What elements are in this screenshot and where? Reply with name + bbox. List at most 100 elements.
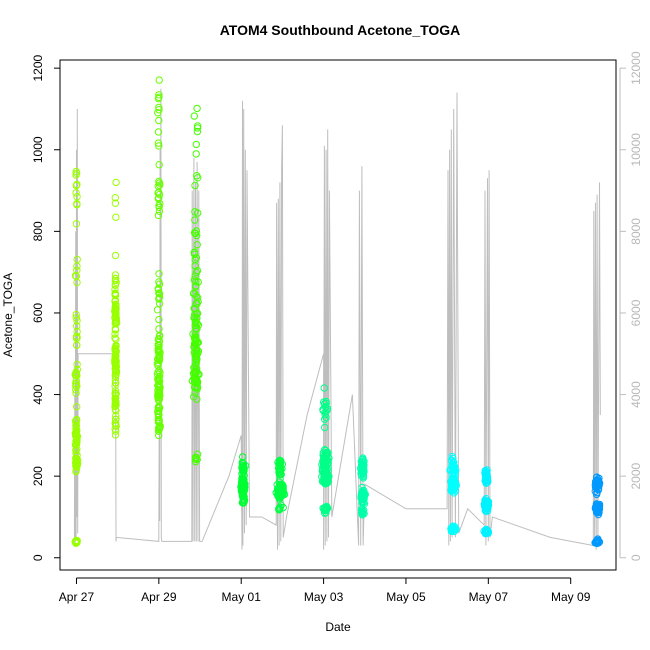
data-point: [360, 464, 368, 472]
data-point: [72, 449, 80, 457]
data-point: [358, 455, 367, 463]
y-tick-label: 0: [31, 554, 45, 561]
points-layer: [71, 76, 604, 548]
data-point: [155, 335, 163, 343]
data-point: [73, 255, 81, 264]
data-point: [594, 486, 603, 494]
chart-title: ATOM4 Southbound Acetone_TOGA: [220, 22, 461, 38]
data-point: [155, 142, 163, 150]
data-point: [190, 276, 199, 284]
data-point: [447, 456, 456, 464]
data-point: [155, 103, 163, 112]
data-point: [111, 334, 119, 342]
data-point: [193, 231, 201, 240]
data-point: [482, 476, 490, 484]
data-point: [322, 470, 330, 478]
data-point: [482, 526, 491, 535]
y-tick-label: 1200: [31, 54, 45, 81]
data-point: [155, 411, 163, 419]
data-point: [321, 415, 329, 423]
y-tick-label: 800: [31, 221, 45, 241]
x-axis-label: Date: [325, 620, 351, 634]
data-point: [193, 127, 202, 136]
data-point: [73, 433, 81, 441]
data-point: [111, 387, 120, 395]
y2-tick-label: 10000: [629, 133, 643, 167]
data-point: [190, 368, 199, 377]
data-point: [111, 372, 120, 380]
data-point: [191, 321, 200, 330]
data-point: [155, 424, 163, 432]
data-point: [190, 314, 198, 322]
data-point: [155, 280, 164, 288]
data-point: [72, 220, 81, 228]
data-point: [194, 321, 203, 329]
data-point: [193, 395, 201, 403]
data-point: [193, 124, 202, 132]
data-point: [154, 375, 162, 383]
data-point: [111, 271, 120, 279]
x-tick-label: Apr 29: [141, 590, 177, 604]
data-point: [155, 201, 163, 210]
data-point: [192, 227, 201, 235]
data-point: [73, 360, 81, 369]
data-point: [111, 405, 120, 414]
data-point: [111, 251, 120, 260]
data-point: [112, 278, 120, 286]
y2-tick-label: 4000: [629, 381, 643, 408]
data-point: [277, 470, 285, 479]
data-point: [154, 182, 163, 191]
data-point: [155, 179, 164, 187]
x-tick-label: May 03: [304, 590, 344, 604]
data-point: [322, 413, 330, 422]
data-point: [320, 477, 328, 486]
data-point: [72, 441, 81, 449]
data-point: [111, 415, 120, 423]
data-point: [191, 313, 199, 321]
data-point: [240, 463, 248, 471]
data-point: [73, 538, 81, 546]
data-point: [324, 456, 332, 465]
y2-tick-label: 12000: [629, 51, 643, 85]
data-point: [449, 483, 458, 492]
data-point: [112, 213, 120, 221]
data-point: [320, 384, 328, 392]
data-point: [239, 492, 247, 501]
data-point: [111, 199, 120, 207]
data-point: [72, 310, 80, 319]
data-point: [72, 428, 80, 436]
data-point: [71, 272, 80, 280]
data-point: [192, 140, 201, 149]
data-point: [448, 482, 456, 490]
data-point: [191, 453, 200, 462]
data-point: [155, 207, 164, 215]
data-point: [154, 211, 163, 220]
data-point: [73, 403, 81, 411]
data-point: [155, 344, 163, 352]
data-point: [191, 363, 199, 371]
data-point: [192, 254, 201, 262]
data-point: [72, 167, 80, 176]
data-point: [593, 508, 602, 516]
y2-tick-label: 2000: [629, 462, 643, 489]
y-tick-label: 600: [31, 303, 45, 323]
data-point: [321, 446, 329, 454]
data-point: [192, 356, 200, 364]
data-point: [154, 285, 163, 294]
x-tick-label: May 09: [551, 590, 591, 604]
data-point: [194, 349, 202, 358]
data-point: [72, 389, 80, 397]
data-point: [322, 504, 331, 513]
data-point: [449, 524, 457, 533]
data-point: [450, 464, 458, 472]
data-point: [155, 367, 163, 375]
data-point: [111, 312, 120, 320]
y2-tick-label: 8000: [629, 218, 643, 245]
data-point: [72, 368, 80, 376]
data-point: [72, 314, 81, 322]
data-point: [72, 386, 80, 394]
data-point: [112, 301, 120, 310]
data-point: [239, 498, 247, 506]
data-point: [156, 404, 164, 412]
x-tick-label: May 01: [222, 590, 262, 604]
